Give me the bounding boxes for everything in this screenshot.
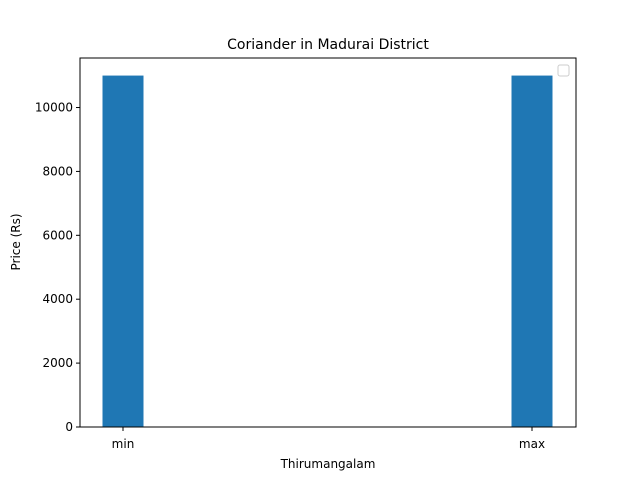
x-tick-label: max xyxy=(519,437,545,451)
legend-box xyxy=(557,64,570,77)
plot-area xyxy=(102,75,553,428)
y-tick-label: 0 xyxy=(65,420,73,434)
x-tick-label: min xyxy=(112,437,135,451)
y-tick-label: 4000 xyxy=(42,292,73,306)
x-axis-label: Thirumangalam xyxy=(280,457,376,471)
bar-min xyxy=(102,75,144,428)
chart-title: Coriander in Madurai District xyxy=(227,37,429,53)
y-axis-label: Price (Rs) xyxy=(9,213,23,270)
bar-max xyxy=(511,75,553,428)
x-axis: min max xyxy=(112,427,545,451)
axes-frame xyxy=(79,57,577,428)
y-tick-label: 6000 xyxy=(42,228,73,242)
y-tick-label: 2000 xyxy=(42,356,73,370)
y-tick-label: 10000 xyxy=(35,101,73,115)
y-axis: 0 2000 4000 6000 8000 10000 xyxy=(35,101,80,434)
y-tick-label: 8000 xyxy=(42,164,73,178)
